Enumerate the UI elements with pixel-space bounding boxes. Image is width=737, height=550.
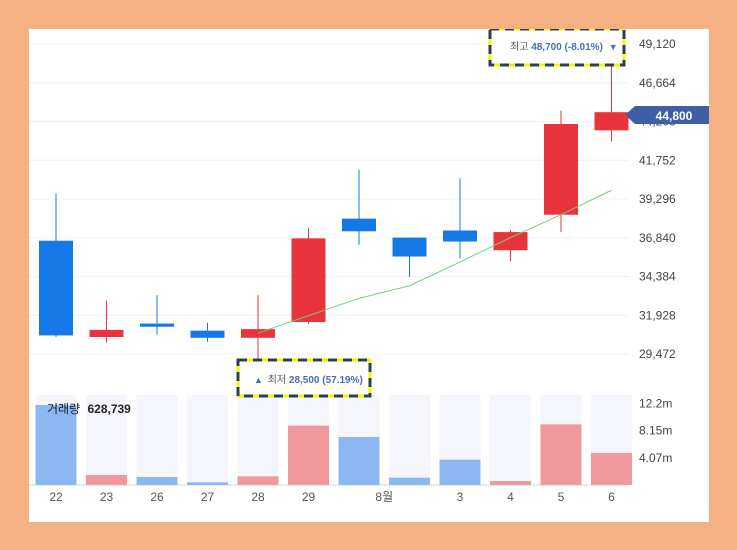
stock-chart-panel: 29,47231,92834,38436,84039,29641,75244,2… bbox=[29, 29, 709, 522]
volume-value: 628,739 bbox=[87, 402, 131, 416]
price-tick-label: 46,664 bbox=[639, 76, 676, 90]
volume-bar bbox=[490, 481, 531, 485]
candle-body bbox=[594, 112, 629, 131]
svg-text:최고 48,700 (-8.01%): 최고 48,700 (-8.01%) ▼ bbox=[510, 41, 618, 53]
low-annotation: ▲ 최저 28,500 (57.19%) bbox=[236, 358, 372, 398]
volume-bar bbox=[338, 437, 380, 485]
date-tick-label: 4 bbox=[507, 490, 514, 504]
candle-body bbox=[291, 238, 326, 323]
price-tick-label: 49,120 bbox=[639, 37, 676, 51]
volume-bar-background bbox=[389, 395, 430, 485]
volume-bar bbox=[35, 405, 77, 485]
volume-bar-background bbox=[237, 395, 279, 485]
candle-body bbox=[443, 230, 477, 242]
date-axis: 22 23 26 27 28 29 8월 3 4 5 6 bbox=[49, 490, 615, 504]
high-label: 최고 bbox=[510, 41, 528, 53]
volume-bar bbox=[136, 477, 178, 485]
svg-text:거래량 628,739: 거래량 628,739 bbox=[47, 402, 131, 416]
volume-bar bbox=[591, 453, 632, 485]
candle-body bbox=[39, 240, 73, 336]
date-tick-label: 28 bbox=[251, 490, 265, 504]
date-tick-label: 6 bbox=[608, 490, 615, 504]
candle-body bbox=[342, 218, 376, 232]
volume-bar-background bbox=[187, 395, 228, 485]
high-annotation: 최고 48,700 (-8.01%) ▼ bbox=[488, 29, 626, 67]
date-tick-label: 5 bbox=[558, 490, 565, 504]
up-triangle-icon: ▲ bbox=[254, 375, 263, 385]
date-tick-label: 26 bbox=[150, 490, 164, 504]
current-price-tag: 44,800 bbox=[625, 106, 709, 124]
price-tag-shape bbox=[625, 106, 709, 124]
candle-body bbox=[140, 323, 174, 327]
low-value: 28,500 (57.19%) bbox=[289, 375, 363, 386]
candle-body bbox=[241, 329, 275, 338]
volume-tick-label: 8.15m bbox=[639, 424, 672, 438]
candle-body bbox=[392, 237, 427, 257]
price-axis: 29,47231,92834,38436,84039,29641,75244,2… bbox=[639, 37, 676, 361]
volume-bar bbox=[389, 477, 430, 485]
low-label: 최저 bbox=[268, 374, 286, 386]
candle-body bbox=[89, 329, 124, 337]
volume-bar bbox=[540, 424, 582, 485]
volume-tick-label: 4.07m bbox=[639, 451, 672, 465]
candle-body bbox=[544, 123, 578, 215]
svg-text:▲ 최저 28,500 (5: ▲ 최저 28,500 (57.19%) bbox=[254, 374, 363, 386]
date-tick-label: 27 bbox=[201, 490, 215, 504]
candle-body bbox=[190, 330, 225, 338]
volume-bar bbox=[187, 482, 228, 485]
date-tick-label: 22 bbox=[49, 490, 63, 504]
price-tick-label: 39,296 bbox=[639, 192, 676, 206]
volume-tick-label: 12.2m bbox=[639, 397, 672, 411]
date-tick-label: 29 bbox=[302, 490, 316, 504]
date-tick-label: 23 bbox=[100, 490, 114, 504]
volume-bar bbox=[237, 476, 279, 485]
low-annotation-dash bbox=[236, 358, 372, 398]
candle-body bbox=[493, 232, 528, 251]
price-tick-label: 36,840 bbox=[639, 231, 676, 245]
price-tick-label: 31,928 bbox=[639, 308, 676, 322]
price-tick-label: 41,752 bbox=[639, 153, 676, 167]
volume-label: 거래량 bbox=[47, 402, 80, 416]
volume-bar bbox=[288, 425, 329, 485]
volume-bar-background bbox=[86, 395, 127, 485]
volume-bars bbox=[35, 405, 632, 485]
price-tick-label: 29,472 bbox=[639, 347, 676, 361]
volume-bar-background bbox=[136, 395, 178, 485]
candlestick-chart: 29,47231,92834,38436,84039,29641,75244,2… bbox=[29, 29, 709, 504]
price-tick-label: 34,384 bbox=[639, 270, 676, 284]
down-triangle-icon: ▼ bbox=[609, 42, 618, 52]
high-value: 48,700 (-8.01%) bbox=[531, 42, 603, 53]
moving-average-line bbox=[257, 189, 612, 334]
current-price-label: 44,800 bbox=[656, 109, 693, 123]
date-tick-label: 3 bbox=[457, 490, 464, 504]
date-tick-label: 8월 bbox=[375, 490, 393, 504]
volume-axis: 12.2m 8.15m 4.07m bbox=[639, 397, 672, 465]
volume-bar-background bbox=[490, 395, 531, 485]
volume-bar bbox=[439, 459, 481, 485]
candles bbox=[39, 50, 629, 370]
high-annotation-dash bbox=[488, 29, 626, 67]
volume-bar bbox=[86, 475, 127, 485]
